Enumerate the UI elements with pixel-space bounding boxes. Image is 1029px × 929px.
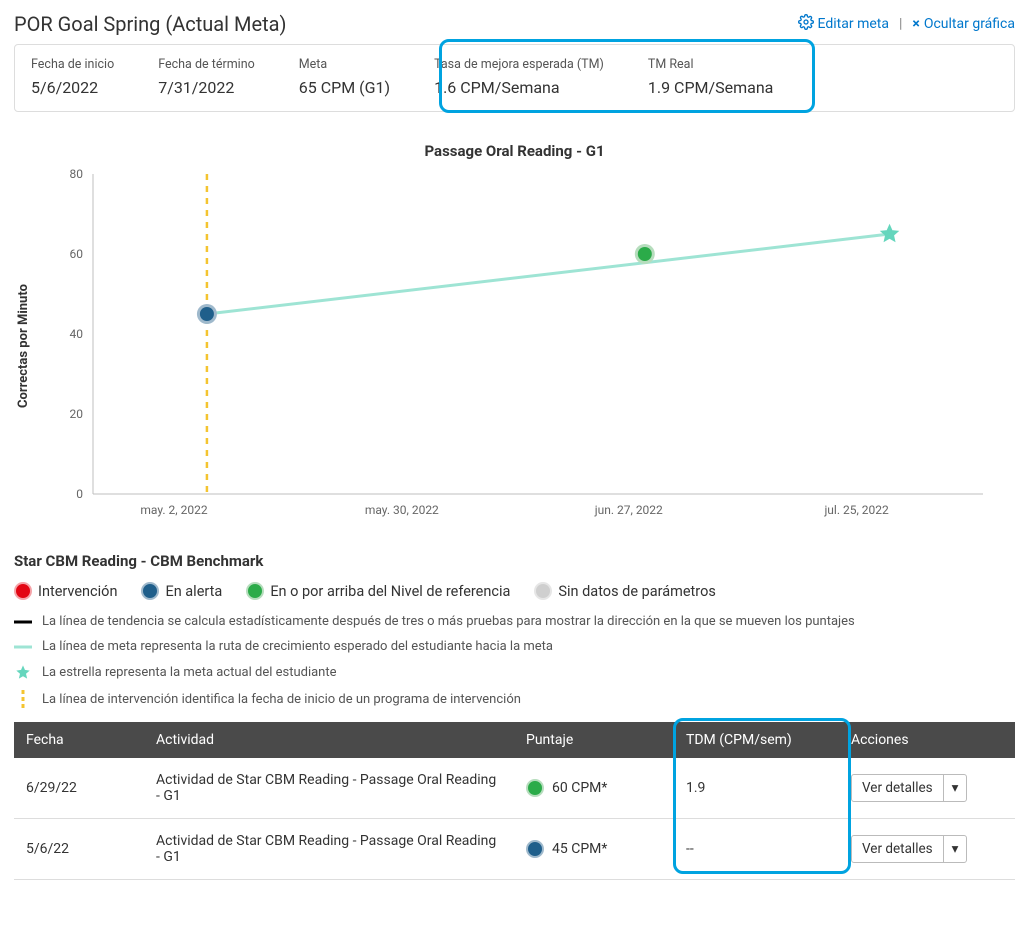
intervention-line-icon bbox=[14, 690, 32, 708]
separator: | bbox=[899, 16, 902, 32]
start-date-value: 5/6/2022 bbox=[31, 78, 114, 97]
view-details-button[interactable]: Ver detalles▾ bbox=[851, 835, 967, 863]
cell-activity: Actividad de Star CBM Reading - Passage … bbox=[144, 819, 514, 880]
data-table: Fecha Actividad Puntaje TDM (CPM/sem) Ac… bbox=[14, 722, 1015, 880]
expected-rate-label: Tasa de mejora esperada (TM) bbox=[434, 57, 604, 72]
legend-goal-row: La línea de meta representa la ruta de c… bbox=[14, 639, 1015, 654]
goal-value: 65 CPM (G1) bbox=[299, 78, 390, 97]
data-table-wrap: Fecha Actividad Puntaje TDM (CPM/sem) Ac… bbox=[14, 722, 1015, 880]
score-dot-icon bbox=[526, 840, 544, 858]
close-icon: × bbox=[912, 16, 919, 32]
svg-text:80: 80 bbox=[70, 167, 84, 181]
actual-rate-label: TM Real bbox=[648, 57, 774, 72]
header: POR Goal Spring (Actual Meta) Editar met… bbox=[14, 12, 1015, 36]
cell-score: 60 CPM* bbox=[514, 758, 674, 819]
legend-trend-row: La línea de tendencia se calcula estadís… bbox=[14, 614, 1015, 629]
col-actions: Acciones bbox=[839, 722, 1015, 758]
svg-text:jun. 27, 2022: jun. 27, 2022 bbox=[594, 503, 663, 517]
legend-star-text: La estrella representa la meta actual de… bbox=[42, 665, 337, 680]
legend-intervention-row: La línea de intervención identifica la f… bbox=[14, 690, 1015, 708]
svg-text:may. 2, 2022: may. 2, 2022 bbox=[140, 503, 207, 517]
col-date: Fecha bbox=[14, 722, 144, 758]
gear-icon bbox=[798, 14, 814, 34]
end-date-value: 7/31/2022 bbox=[158, 78, 255, 97]
goal-label: Meta bbox=[299, 57, 390, 72]
actual-rate-cell: TM Real 1.9 CPM/Semana bbox=[648, 57, 774, 97]
trend-line-icon bbox=[14, 619, 32, 625]
cell-tdm: -- bbox=[674, 819, 839, 880]
cell-tdm: 1.9 bbox=[674, 758, 839, 819]
legend-dot-icon bbox=[141, 582, 159, 600]
legend-item: En alerta bbox=[141, 582, 222, 600]
legend-item: En o por arriba del Nivel de referencia bbox=[246, 582, 510, 600]
view-details-button[interactable]: Ver detalles▾ bbox=[851, 774, 967, 802]
cell-actions: Ver detalles▾ bbox=[839, 758, 1015, 819]
legend-row: Intervención En alerta En o por arriba del… bbox=[14, 582, 1015, 600]
goal-cell: Meta 65 CPM (G1) bbox=[299, 57, 390, 97]
legend-dot-icon bbox=[534, 582, 552, 600]
svg-text:jul. 25, 2022: jul. 25, 2022 bbox=[823, 503, 889, 517]
expected-rate-cell: Tasa de mejora esperada (TM) 1.6 CPM/Sem… bbox=[434, 57, 604, 97]
expected-rate-value: 1.6 CPM/Semana bbox=[434, 78, 604, 97]
score-dot-icon bbox=[526, 779, 544, 797]
view-details-label: Ver detalles bbox=[852, 836, 943, 862]
legend-item-label: Sin datos de parámetros bbox=[558, 583, 715, 600]
legend-dot-icon bbox=[246, 582, 264, 600]
cell-score: 45 CPM* bbox=[514, 819, 674, 880]
start-date-cell: Fecha de inicio 5/6/2022 bbox=[31, 57, 114, 97]
benchmark-section-title: Star CBM Reading - CBM Benchmark bbox=[14, 552, 1015, 570]
chart-section: Passage Oral Reading - G1 Correctas por … bbox=[14, 142, 1015, 528]
view-details-label: Ver detalles bbox=[852, 775, 943, 801]
caret-down-icon[interactable]: ▾ bbox=[943, 775, 967, 801]
legend-item: Sin datos de parámetros bbox=[534, 582, 715, 600]
hide-chart-link[interactable]: × Ocultar gráfica bbox=[912, 16, 1015, 32]
end-date-label: Fecha de término bbox=[158, 57, 255, 72]
svg-text:20: 20 bbox=[70, 407, 84, 421]
legend-item-label: Intervención bbox=[38, 583, 117, 600]
line-chart: 0 20 40 60 80 may. 2, 2022 may. 30, 2022 jun. 2… bbox=[33, 164, 993, 524]
svg-text:60: 60 bbox=[70, 247, 84, 261]
goal-line-icon bbox=[14, 644, 32, 650]
hide-chart-label: Ocultar gráfica bbox=[924, 16, 1015, 32]
page-title: POR Goal Spring (Actual Meta) bbox=[14, 12, 286, 36]
svg-text:may. 30, 2022: may. 30, 2022 bbox=[365, 503, 439, 517]
cell-date: 5/6/22 bbox=[14, 819, 144, 880]
cell-actions: Ver detalles▾ bbox=[839, 819, 1015, 880]
legend-item: Intervención bbox=[14, 582, 117, 600]
header-actions: Editar meta | × Ocultar gráfica bbox=[798, 14, 1015, 34]
score-text: 60 CPM* bbox=[552, 780, 607, 796]
cell-date: 6/29/22 bbox=[14, 758, 144, 819]
goal-info-box: Fecha de inicio 5/6/2022 Fecha de términ… bbox=[14, 44, 1015, 112]
table-row: 6/29/22Actividad de Star CBM Reading - P… bbox=[14, 758, 1015, 819]
svg-text:0: 0 bbox=[76, 487, 83, 501]
legend-goal-text: La línea de meta representa la ruta de c… bbox=[42, 639, 553, 654]
edit-goal-label: Editar meta bbox=[818, 16, 889, 32]
col-score: Puntaje bbox=[514, 722, 674, 758]
edit-goal-link[interactable]: Editar meta bbox=[798, 14, 889, 34]
start-date-label: Fecha de inicio bbox=[31, 57, 114, 72]
cell-activity: Actividad de Star CBM Reading - Passage … bbox=[144, 758, 514, 819]
legend-explanations: La línea de tendencia se calcula estadís… bbox=[14, 614, 1015, 708]
legend-intervention-text: La línea de intervención identifica la f… bbox=[42, 692, 521, 707]
legend-dot-icon bbox=[14, 582, 32, 600]
chart-title: Passage Oral Reading - G1 bbox=[14, 142, 1015, 160]
actual-rate-value: 1.9 CPM/Semana bbox=[648, 78, 774, 97]
caret-down-icon[interactable]: ▾ bbox=[943, 836, 967, 862]
legend-item-label: En alerta bbox=[165, 583, 222, 600]
table-row: 5/6/22Actividad de Star CBM Reading - Pa… bbox=[14, 819, 1015, 880]
legend-star-row: La estrella representa la meta actual de… bbox=[14, 664, 1015, 680]
star-icon bbox=[14, 664, 32, 680]
legend-item-label: En o por arriba del Nivel de referencia bbox=[270, 583, 510, 600]
y-axis-label: Correctas por Minuto bbox=[14, 164, 33, 528]
svg-text:40: 40 bbox=[70, 327, 84, 341]
legend-trend-text: La línea de tendencia se calcula estadís… bbox=[42, 614, 855, 629]
score-text: 45 CPM* bbox=[552, 841, 607, 857]
end-date-cell: Fecha de término 7/31/2022 bbox=[158, 57, 255, 97]
col-tdm: TDM (CPM/sem) bbox=[674, 722, 839, 758]
col-activity: Actividad bbox=[144, 722, 514, 758]
